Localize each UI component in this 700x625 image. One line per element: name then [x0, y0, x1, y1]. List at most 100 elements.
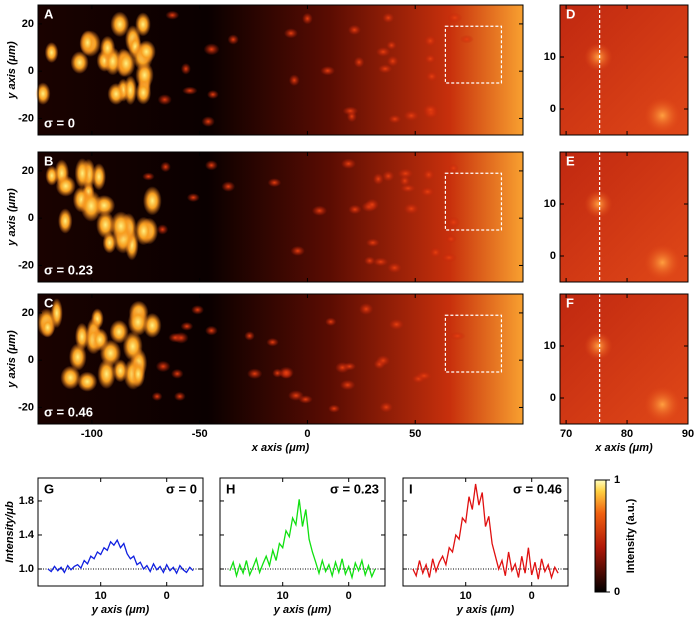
- panel: [36, 294, 523, 424]
- blob: [142, 186, 162, 216]
- blob: [155, 360, 171, 373]
- blob: [35, 82, 51, 105]
- blob: [364, 256, 376, 266]
- y-tick-label: 0: [550, 392, 556, 404]
- blob: [379, 401, 393, 413]
- blob: [266, 337, 279, 347]
- blob: [445, 234, 457, 244]
- frame: [559, 151, 689, 283]
- y-tick-label: 0: [28, 65, 34, 77]
- blob: [174, 391, 186, 402]
- blob: [77, 371, 98, 392]
- frame: [37, 293, 524, 425]
- blob: [382, 12, 395, 23]
- blob: [151, 391, 163, 401]
- panel: [560, 152, 688, 282]
- line: [229, 499, 376, 581]
- frame: [559, 4, 689, 136]
- blob: [55, 175, 76, 197]
- y-tick-label: 1.8: [19, 495, 34, 507]
- blob: [388, 114, 402, 124]
- blob: [403, 203, 419, 215]
- blob: [347, 24, 361, 36]
- y-tick-label: 20: [22, 307, 34, 319]
- annotation: σ = 0.23: [330, 481, 379, 496]
- blob: [376, 355, 390, 367]
- blob: [91, 163, 107, 191]
- blob: [110, 11, 130, 38]
- x-tick-label: 0: [304, 428, 310, 440]
- y-tick-label: 10: [544, 51, 556, 63]
- blob: [584, 190, 613, 218]
- frame: [402, 477, 569, 587]
- blob: [339, 379, 356, 391]
- blob: [168, 332, 183, 343]
- panel: [560, 5, 688, 135]
- blob: [227, 34, 239, 45]
- panel: [35, 5, 523, 135]
- x-tick-label: 0: [164, 590, 170, 602]
- zoom-box: [444, 314, 503, 373]
- blob: [205, 160, 218, 171]
- panel-label: G: [44, 481, 54, 496]
- blob: [311, 205, 328, 216]
- blob: [247, 368, 263, 380]
- y-axis-label: y axis (μm): [6, 330, 18, 389]
- blob: [110, 211, 132, 241]
- frame: [37, 151, 524, 283]
- panel-label: E: [566, 153, 575, 168]
- blob: [207, 90, 219, 99]
- blob: [584, 332, 613, 360]
- panel: [560, 294, 688, 424]
- blob: [403, 110, 420, 122]
- x-tick-label: -50: [192, 428, 208, 440]
- y-tick-label: -20: [18, 259, 34, 271]
- x-tick-label: -100: [81, 428, 103, 440]
- blob: [447, 12, 463, 23]
- x-tick-label: 50: [409, 428, 421, 440]
- blob: [122, 331, 143, 362]
- y-tick-label: 1.0: [19, 563, 34, 575]
- y-axis-label: y axis (μm): [6, 188, 18, 247]
- annotation: σ = 0.46: [44, 404, 93, 419]
- blob: [644, 386, 681, 423]
- blob: [116, 49, 136, 78]
- blob: [221, 181, 236, 192]
- blob: [386, 40, 397, 50]
- tick-label: 1: [614, 474, 620, 486]
- blob: [109, 319, 129, 344]
- panel-label: A: [44, 6, 54, 21]
- y-tick-label: 20: [22, 18, 34, 30]
- blob: [134, 216, 153, 246]
- annotation: σ = 0.46: [513, 481, 562, 496]
- x-axis-label: y axis (μm): [456, 604, 515, 616]
- y-tick-label: 0: [28, 212, 34, 224]
- y-tick-label: 20: [22, 165, 34, 177]
- blob: [359, 303, 374, 315]
- x-tick-label: 70: [560, 428, 572, 440]
- blob: [366, 238, 380, 247]
- blob: [353, 56, 365, 68]
- blob: [448, 163, 459, 173]
- blob: [584, 43, 613, 71]
- blob: [290, 245, 305, 256]
- blob: [60, 365, 81, 390]
- blob: [79, 30, 96, 56]
- panel-label: I: [409, 481, 413, 496]
- blob: [203, 43, 220, 56]
- blob: [135, 80, 152, 105]
- blob: [136, 40, 156, 64]
- x-tick-label: 90: [682, 428, 694, 440]
- blob: [389, 319, 404, 330]
- blob: [382, 170, 395, 182]
- blob: [441, 253, 457, 263]
- blob: [416, 371, 433, 381]
- panel: [38, 152, 523, 282]
- zoom-box: [444, 25, 503, 84]
- blob: [131, 360, 146, 388]
- blob: [446, 216, 461, 228]
- y-tick-label: 10: [544, 340, 556, 352]
- blob: [123, 75, 137, 106]
- blob: [387, 262, 402, 274]
- blob: [272, 368, 283, 378]
